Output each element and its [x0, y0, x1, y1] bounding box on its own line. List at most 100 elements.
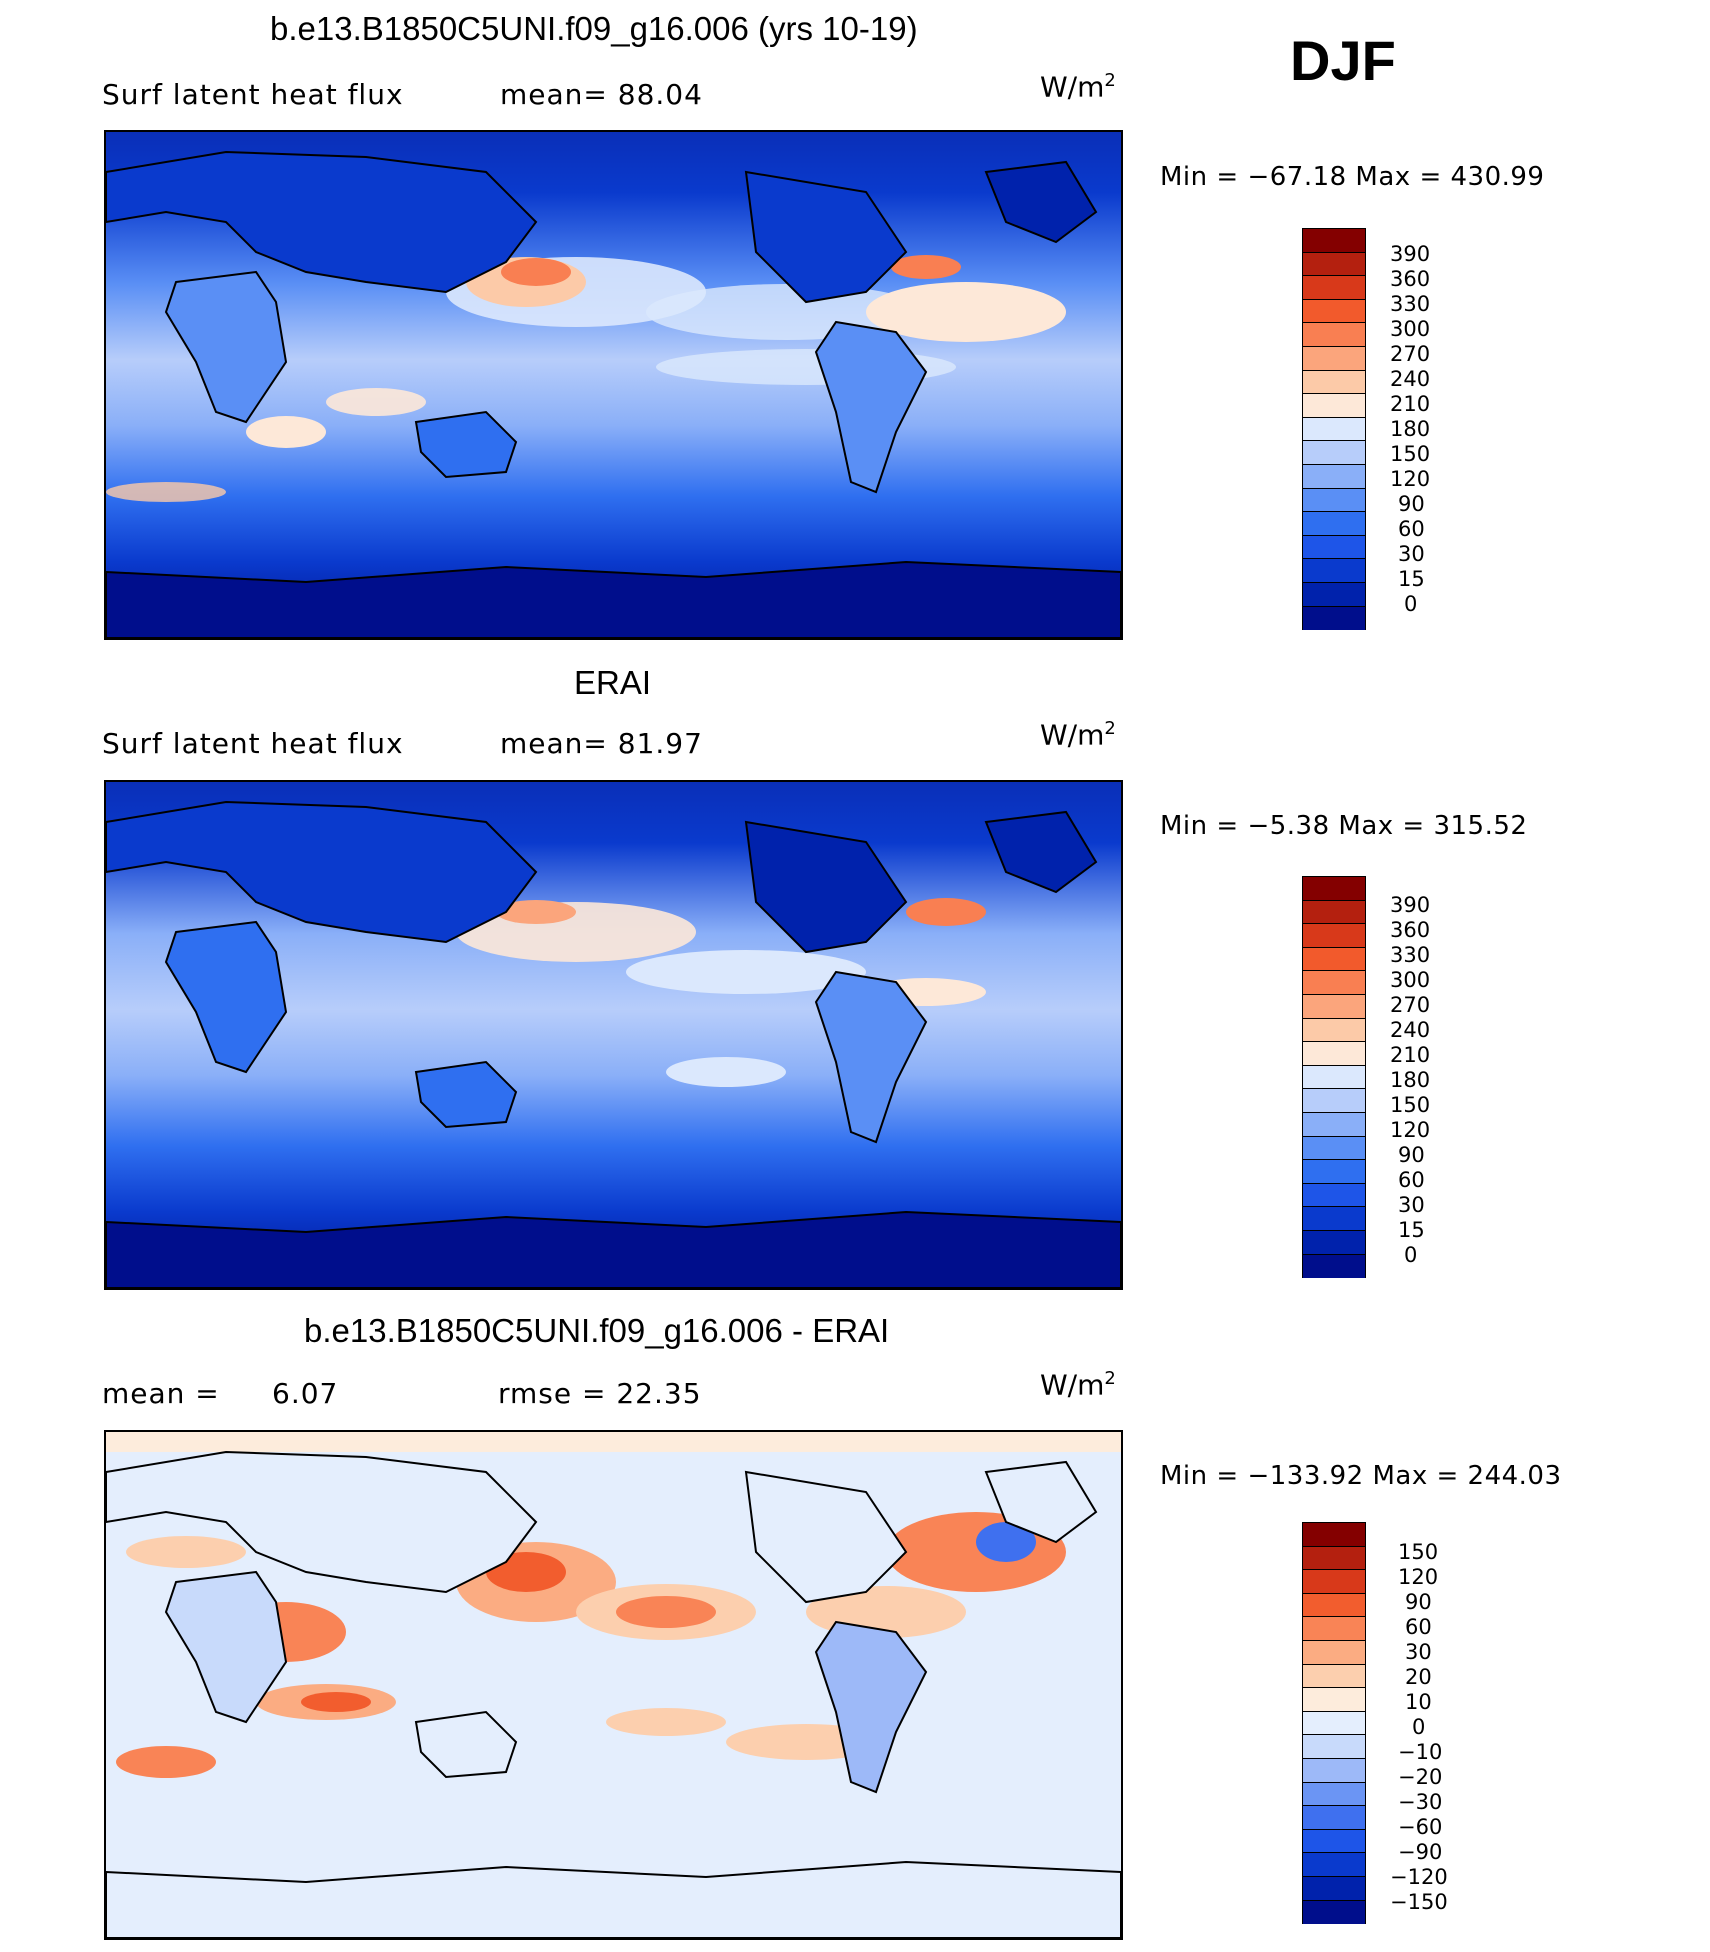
colorbar-tick-label: −150 [1390, 1890, 1448, 1914]
colorbar-tick-label: −120 [1390, 1865, 1448, 1889]
colorbar-swatch [1303, 488, 1365, 513]
colorbar-swatch [1303, 1183, 1365, 1208]
map-model [104, 130, 1123, 640]
map-difference [104, 1430, 1123, 1940]
colorbar-tick-label: −20 [1398, 1765, 1443, 1789]
colorbar-swatch [1303, 252, 1365, 277]
colorbar-tick-label: 120 [1390, 467, 1431, 491]
colorbar-swatch [1303, 441, 1365, 465]
colorbar-swatch [1303, 947, 1365, 972]
colorbar-tick-label: 150 [1390, 442, 1431, 466]
colorbar-swatch [1303, 1112, 1365, 1137]
colorbar-tick-label: 120 [1398, 1565, 1439, 1589]
mean-value: mean= 81.97 [500, 727, 703, 760]
colorbar-swatch [1303, 1230, 1365, 1255]
colorbar-swatch [1303, 1617, 1365, 1641]
field-label: Surf latent heat flux [102, 78, 404, 111]
panel-title: ERAI [574, 664, 652, 701]
colorbar-swatch [1303, 323, 1365, 347]
colorbar-tick-label: 90 [1398, 492, 1425, 516]
colorbar-tick-label: 240 [1390, 367, 1431, 391]
colorbar-swatch [1303, 1089, 1365, 1113]
rmse-value: rmse = 22.35 [498, 1377, 702, 1410]
colorbar-tick-label: 60 [1398, 517, 1425, 541]
colorbar-swatch [1303, 1688, 1365, 1712]
colorbar-tick-label: 300 [1390, 317, 1431, 341]
colorbar-swatch [1303, 535, 1365, 560]
colorbar-swatch [1303, 606, 1365, 631]
colorbar-swatch [1303, 900, 1365, 925]
colorbar-tick-label: 270 [1390, 342, 1431, 366]
mean-label: mean = [102, 1377, 220, 1410]
colorbar-swatch [1303, 1207, 1365, 1231]
colorbar-swatch [1303, 1254, 1365, 1279]
colorbar-model [1302, 228, 1366, 631]
colorbar-tick-label: −30 [1398, 1790, 1443, 1814]
colorbar-swatch [1303, 394, 1365, 418]
colorbar-tick-label: 30 [1405, 1640, 1432, 1664]
field-label: Surf latent heat flux [102, 727, 404, 760]
colorbar-swatch [1303, 924, 1365, 948]
colorbar-tick-label: 0 [1404, 1243, 1418, 1267]
colorbar-tick-label: 210 [1390, 392, 1431, 416]
colorbar-swatch [1303, 1160, 1365, 1184]
colorbar-swatch [1303, 1136, 1365, 1161]
colorbar-tick-label: 0 [1412, 1715, 1426, 1739]
colorbar-swatch [1303, 417, 1365, 442]
colorbar-swatch [1303, 346, 1365, 371]
colorbar-tick-label: 30 [1398, 1193, 1425, 1217]
colorbar-tick-label: 150 [1390, 1093, 1431, 1117]
colorbar-tick-label: 150 [1398, 1540, 1439, 1564]
colorbar-swatch [1303, 1900, 1365, 1925]
colorbar-tick-label: 90 [1398, 1143, 1425, 1167]
units-label: W/m2 [1040, 718, 1116, 752]
colorbar-tick-label: 300 [1390, 968, 1431, 992]
colorbar-swatch [1303, 370, 1365, 395]
colorbar-swatch [1303, 1523, 1365, 1547]
colorbar-tick-label: 360 [1390, 918, 1431, 942]
colorbar-swatch [1303, 1018, 1365, 1043]
colorbar-swatch [1303, 1711, 1365, 1736]
colorbar-tick-label: 210 [1390, 1043, 1431, 1067]
colorbar-swatch [1303, 1664, 1365, 1689]
colorbar-tick-label: 0 [1404, 592, 1418, 616]
colorbar-tick-label: 180 [1390, 1068, 1431, 1092]
panel-title: b.e13.B1850C5UNI.f09_g16.006 (yrs 10-19) [270, 10, 918, 47]
colorbar-swatch [1303, 1065, 1365, 1090]
colorbar-swatch [1303, 1042, 1365, 1066]
colorbar-swatch [1303, 299, 1365, 324]
colorbar-tick-label: 360 [1390, 267, 1431, 291]
colorbar-difference [1302, 1522, 1366, 1925]
colorbar-swatch [1303, 1806, 1365, 1830]
colorbar-swatch [1303, 1853, 1365, 1877]
colorbar-swatch [1303, 1593, 1365, 1618]
colorbar-swatch [1303, 276, 1365, 300]
colorbar-tick-label: 15 [1398, 1218, 1425, 1242]
mean-value: 6.07 [272, 1377, 339, 1410]
colorbar-swatch [1303, 512, 1365, 536]
colorbar-swatch [1303, 994, 1365, 1019]
colorbar-swatch [1303, 1758, 1365, 1783]
min-max-readout: Min = −133.92 Max = 244.03 [1160, 1461, 1562, 1491]
colorbar-erai [1302, 876, 1366, 1279]
colorbar-swatch [1303, 559, 1365, 583]
colorbar-tick-label: 330 [1390, 292, 1431, 316]
min-max-readout: Min = −5.38 Max = 315.52 [1160, 811, 1528, 841]
colorbar-swatch [1303, 971, 1365, 995]
colorbar-tick-label: 270 [1390, 993, 1431, 1017]
min-max-readout: Min = −67.18 Max = 430.99 [1160, 162, 1545, 192]
colorbar-tick-label: 390 [1390, 893, 1431, 917]
units-label: W/m2 [1040, 70, 1116, 104]
colorbar-tick-label: 15 [1398, 567, 1425, 591]
colorbar-swatch [1303, 1829, 1365, 1854]
colorbar-tick-label: 30 [1398, 542, 1425, 566]
colorbar-swatch [1303, 582, 1365, 607]
colorbar-tick-label: 60 [1398, 1168, 1425, 1192]
colorbar-swatch [1303, 1570, 1365, 1594]
colorbar-tick-label: 390 [1390, 242, 1431, 266]
mean-value: mean= 88.04 [500, 78, 703, 111]
colorbar-tick-label: −10 [1398, 1740, 1443, 1764]
colorbar-swatch [1303, 1640, 1365, 1665]
panel-title: b.e13.B1850C5UNI.f09_g16.006 - ERAI [304, 1312, 890, 1349]
map-difference-svg [106, 1432, 1121, 1938]
